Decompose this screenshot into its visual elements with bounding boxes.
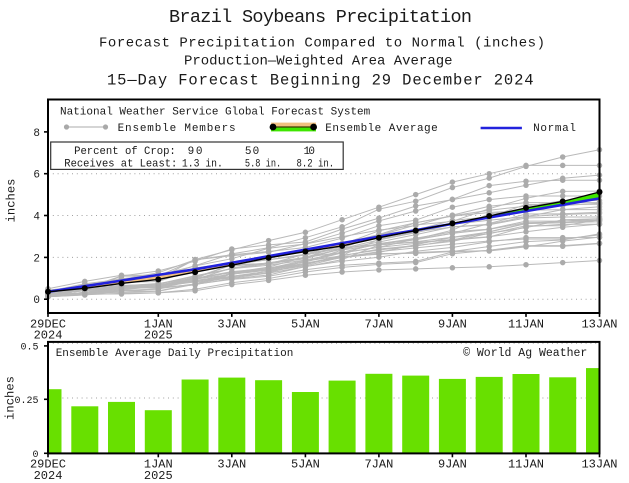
svg-text:Percent of Crop:: Percent of Crop: (74, 146, 176, 158)
svg-text:0.25: 0.25 (14, 396, 38, 407)
svg-text:Receives at Least:: Receives at Least: (64, 158, 177, 170)
svg-text:Normal: Normal (533, 123, 576, 135)
svg-text:1.3 in.: 1.3 in. (182, 158, 223, 170)
svg-text:13JAN: 13JAN (581, 458, 617, 472)
svg-text:29DEC: 29DEC (30, 317, 66, 331)
svg-text:11JAN: 11JAN (508, 317, 544, 331)
svg-text:Ensemble Average: Ensemble Average (325, 123, 437, 135)
svg-text:0: 0 (33, 295, 40, 307)
svg-text:National Weather Service Globa: National Weather Service Global Forecast… (60, 107, 371, 119)
svg-text:8: 8 (33, 128, 40, 140)
svg-text:10: 10 (304, 146, 316, 158)
svg-text:11JAN: 11JAN (508, 458, 544, 472)
svg-text:9JAN: 9JAN (438, 317, 467, 331)
svg-text:50: 50 (245, 146, 259, 158)
svg-text:0.5: 0.5 (20, 343, 38, 354)
svg-text:29DEC: 29DEC (30, 458, 66, 472)
svg-text:3JAN: 3JAN (217, 458, 246, 472)
svg-text:1JAN: 1JAN (144, 458, 173, 472)
svg-text:2024: 2024 (34, 469, 63, 483)
svg-text:inches: inches (5, 179, 19, 223)
svg-text:2024: 2024 (34, 329, 63, 343)
svg-text:9JAN: 9JAN (438, 458, 467, 472)
svg-text:0: 0 (32, 450, 38, 461)
svg-text:2025: 2025 (144, 329, 173, 343)
svg-text:7JAN: 7JAN (364, 317, 393, 331)
svg-text:7JAN: 7JAN (364, 458, 393, 472)
svg-text:15—Day Forecast Beginning 29 D: 15—Day Forecast Beginning 29 December 20… (107, 72, 534, 90)
svg-text:© World Ag Weather: © World Ag Weather (463, 347, 587, 360)
svg-text:6: 6 (33, 170, 40, 182)
svg-text:Forecast Precipitation Compare: Forecast Precipitation Compared to Norma… (99, 36, 545, 52)
svg-text:8.2 in.: 8.2 in. (297, 158, 335, 170)
svg-text:3JAN: 3JAN (217, 317, 246, 331)
svg-text:Brazil Soybeans Precipitation: Brazil Soybeans Precipitation (169, 7, 472, 28)
svg-text:Ensemble Average Daily Precipi: Ensemble Average Daily Precipitation (56, 348, 294, 360)
svg-text:Ensemble Members: Ensemble Members (118, 123, 236, 135)
svg-text:inches: inches (4, 376, 18, 420)
svg-text:4: 4 (33, 212, 40, 224)
svg-text:5JAN: 5JAN (291, 317, 320, 331)
svg-text:5JAN: 5JAN (291, 458, 320, 472)
svg-text:2: 2 (33, 253, 40, 265)
svg-text:90: 90 (188, 146, 203, 158)
svg-text:13JAN: 13JAN (581, 317, 617, 331)
svg-text:Production—Weighted Area Avera: Production—Weighted Area Average (184, 54, 453, 70)
svg-text:5.8 in.: 5.8 in. (245, 158, 281, 170)
svg-text:2025: 2025 (144, 469, 173, 483)
svg-text:1JAN: 1JAN (144, 317, 173, 331)
